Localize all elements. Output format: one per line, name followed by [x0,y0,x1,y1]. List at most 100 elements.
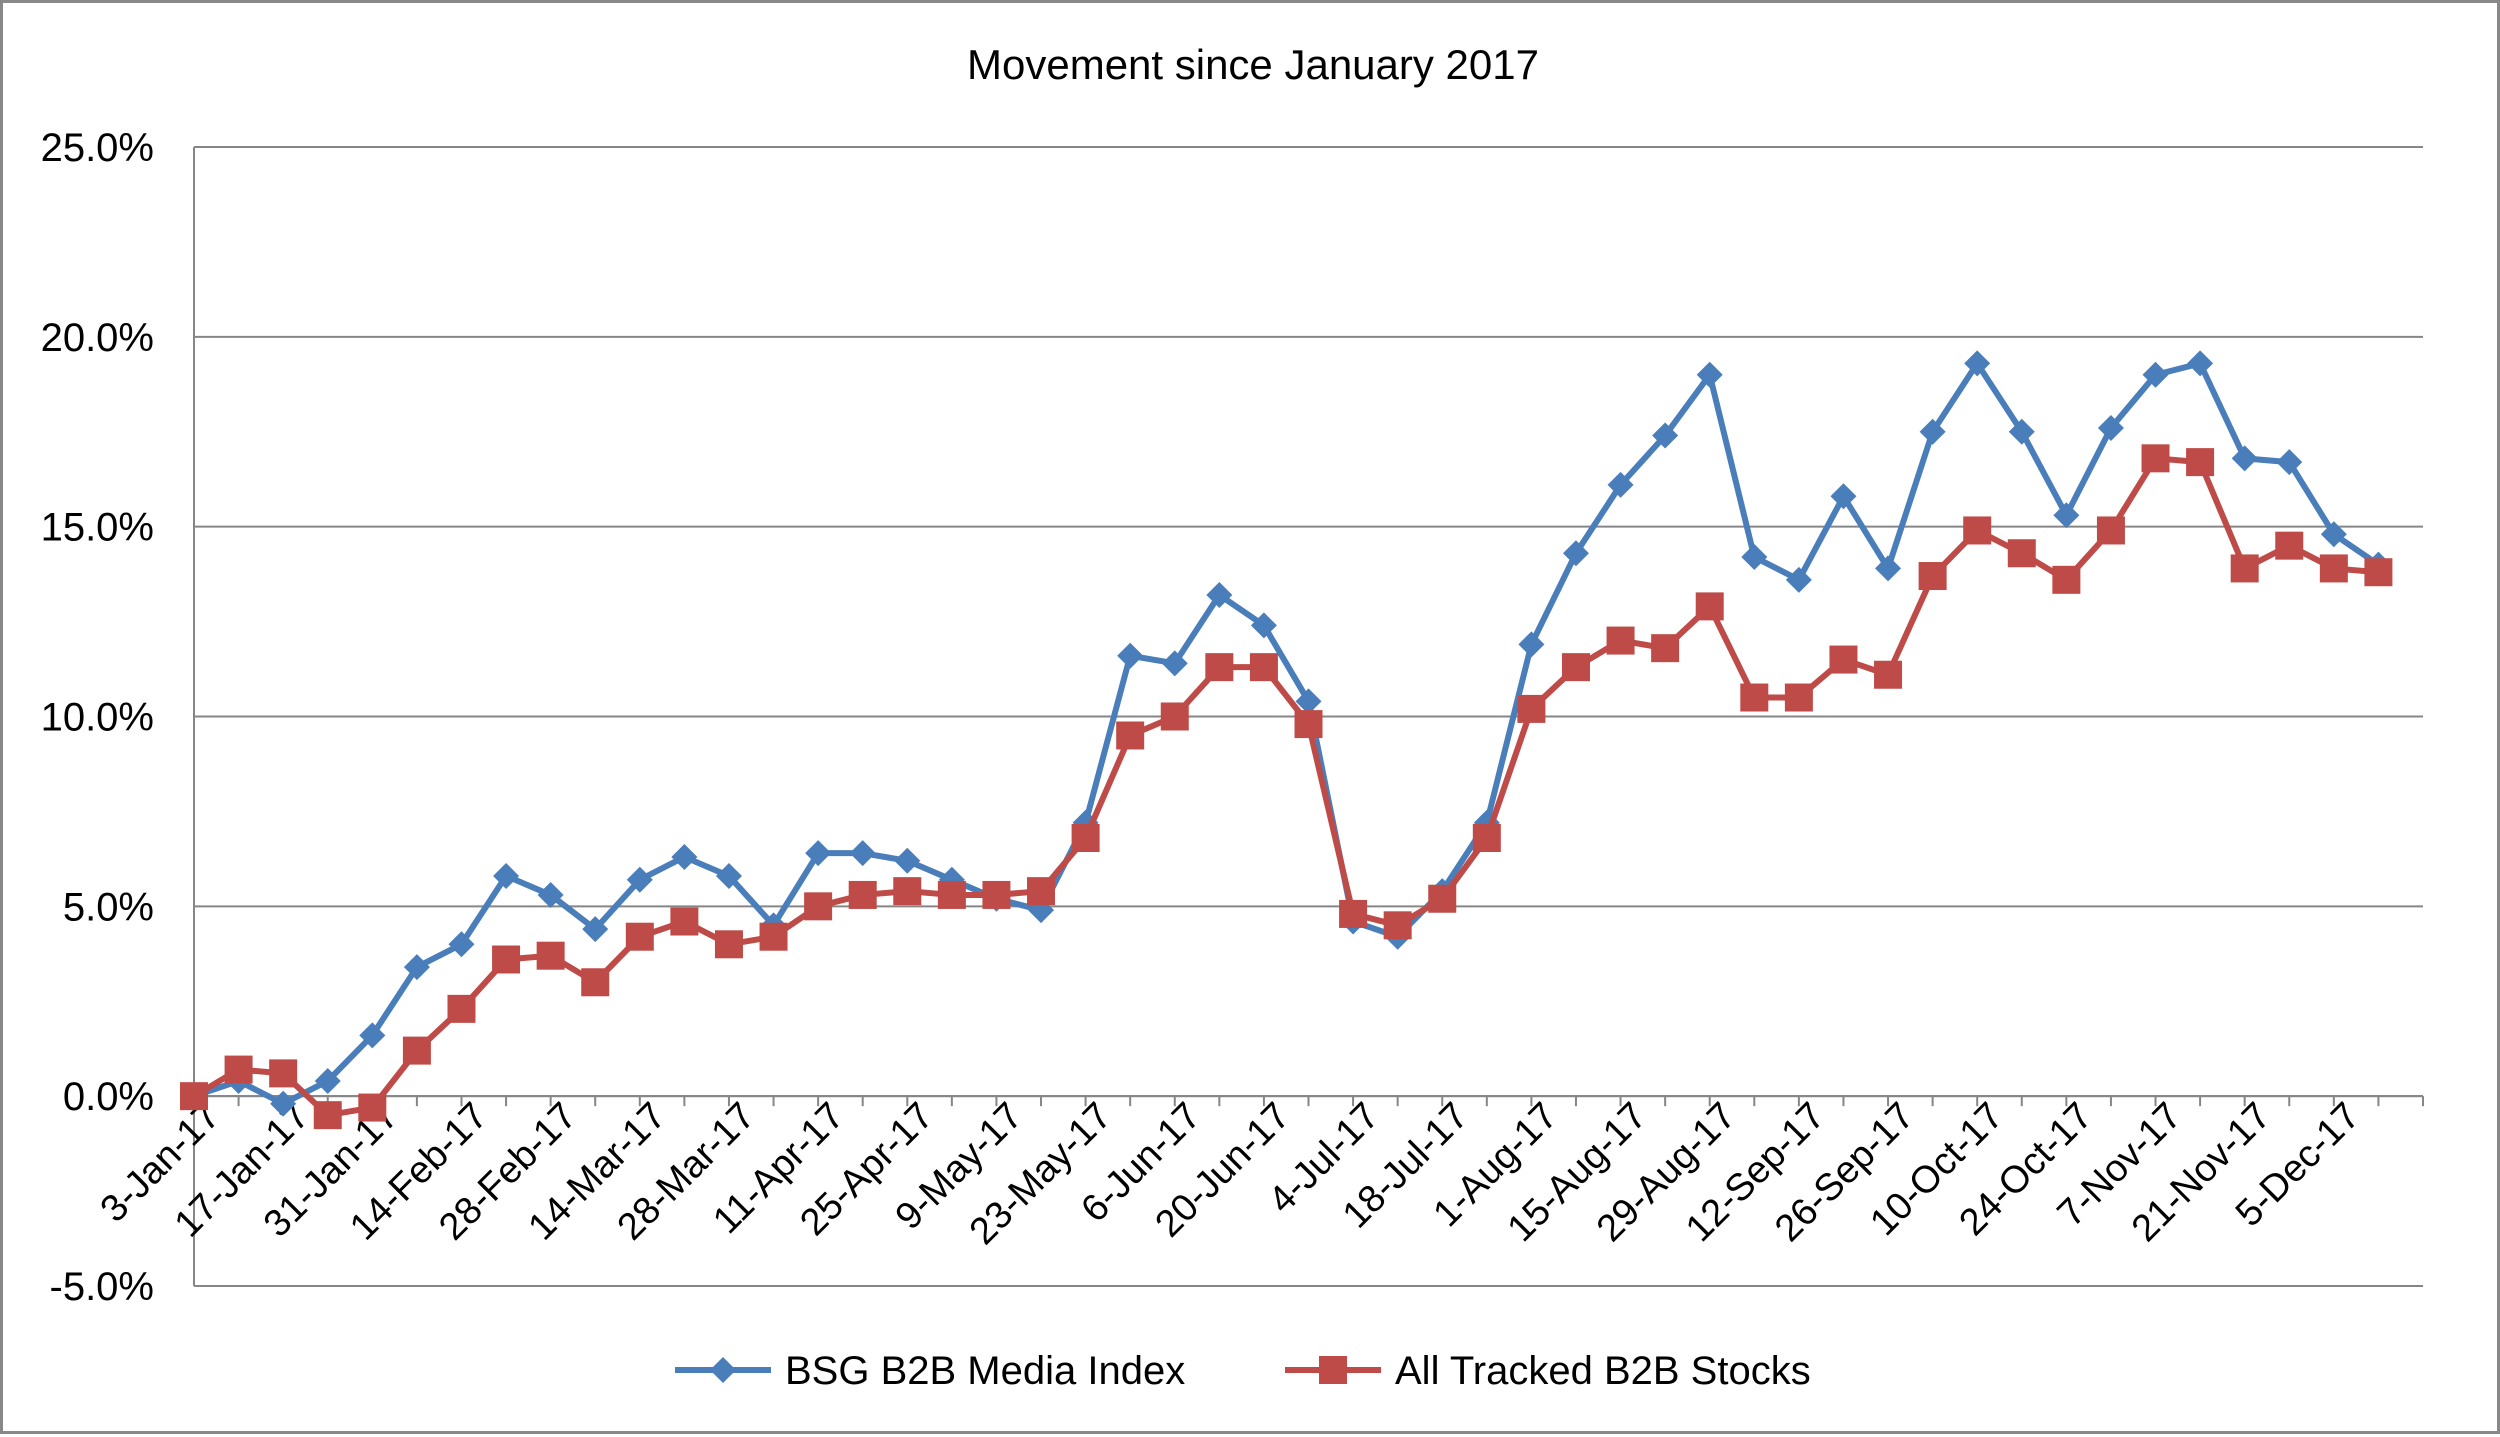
data-point [1161,650,1188,677]
data-point [849,840,876,867]
data-point [1472,823,1501,852]
data-point [714,930,743,959]
data-point [1117,642,1144,669]
data-point [671,843,698,870]
data-point [2230,554,2259,583]
data-point [2319,554,2348,583]
data-point [1206,582,1233,609]
legend-marker [710,1357,736,1383]
data-point [1695,592,1724,621]
data-point [1919,418,1946,445]
data-point [670,907,699,936]
data-point [894,847,921,874]
data-point [1561,653,1590,682]
data-point [848,880,877,909]
data-point [1651,634,1680,663]
y-tick-label: 5.0% [63,885,154,929]
data-point [1517,694,1546,723]
data-point [537,881,564,908]
data-point [1875,555,1902,582]
data-point [1250,612,1277,639]
data-point [1830,483,1857,510]
data-point [1027,877,1056,906]
data-point [2186,448,2215,477]
y-tick-label: 15.0% [41,506,154,550]
data-point [1606,626,1635,655]
data-point [536,941,565,970]
data-point [1740,683,1769,712]
data-point [447,994,476,1023]
y-tick-label: 0.0% [63,1075,154,1119]
legend-label: BSG B2B Media Index [785,1349,1185,1393]
series-1 [181,350,2392,1117]
y-tick-label: -5.0% [50,1265,155,1309]
data-point [2141,444,2170,473]
data-point [893,877,922,906]
data-point [1829,645,1858,674]
data-point [1785,566,1812,593]
data-point [1205,653,1234,682]
series-2 [180,444,2393,1130]
data-point [805,840,832,867]
data-point [493,862,520,889]
data-point [2008,418,2035,445]
data-point [269,1059,298,1088]
data-point [492,945,521,974]
data-point [715,862,742,889]
data-point [2142,361,2169,388]
data-point [937,880,966,909]
series-line [193,360,2381,1107]
data-point [1562,540,1589,567]
data-point [2275,531,2304,560]
data-point [582,916,609,943]
y-tick-label: 25.0% [41,126,154,170]
data-point [1383,911,1412,940]
data-point [1428,884,1457,913]
data-point [1116,721,1145,750]
line-chart: Movement since January 2017 -5.0% 0.0% 5.0… [41,41,2424,1393]
data-point [403,954,430,981]
data-point [1295,688,1322,715]
data-point [1874,660,1903,689]
data-point [270,1090,297,1117]
y-tick-label: 20.0% [41,316,154,360]
data-point [1339,899,1368,928]
data-point [1696,361,1723,388]
legend-item: BSG B2B Media Index [675,1349,1185,1393]
legend-label: All Tracked B2B Stocks [1395,1349,1811,1393]
data-point [2097,414,2124,441]
data-point [448,931,475,958]
data-point [626,866,653,893]
data-point [1963,516,1992,545]
data-point [402,1036,431,1065]
data-point [1160,702,1189,731]
data-point [314,1067,341,1094]
y-tick-label: 10.0% [41,696,154,740]
data-point [2096,516,2125,545]
data-point [2007,539,2036,568]
series-line [192,455,2379,1119]
legend-item: All Tracked B2B Stocks [1285,1349,1811,1393]
data-point [2053,502,2080,529]
data-point [359,1022,386,1049]
series-group [180,350,2393,1130]
chart-title: Movement since January 2017 [967,41,1539,88]
data-point [180,1082,208,1111]
legend: BSG B2B Media Index All Tracked B2B Stock… [675,1349,1811,1393]
data-point [2052,565,2081,594]
data-point [1741,544,1768,571]
data-point [1652,422,1679,449]
data-point [1249,653,1278,682]
data-point [1294,710,1323,739]
data-point [804,892,833,921]
data-point [1518,631,1545,658]
data-point [224,1055,253,1084]
data-point [982,880,1011,909]
data-point [2187,350,2214,377]
data-point [625,922,654,951]
legend-marker [1319,1356,1347,1384]
data-point [313,1101,342,1130]
data-point [581,968,610,997]
data-point [2320,521,2347,548]
